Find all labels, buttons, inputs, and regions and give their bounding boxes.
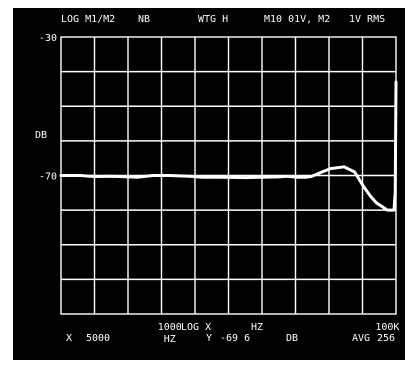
header-range: 1V RMS (349, 14, 385, 25)
plot-grid (60, 36, 397, 315)
y-tick-label: -30 (39, 33, 57, 44)
footer-readout: X 5000 Y -69 6 DB AVG 256 (66, 333, 395, 344)
y-tick-label: -70 (39, 172, 57, 183)
x-tick-unit: HZ (164, 334, 176, 345)
cursor-x-value: 5000 (86, 333, 110, 344)
x-axis-unit-label: HZ (251, 322, 263, 333)
cursor-y-label: Y (206, 333, 212, 344)
x-axis-scale-label: LOG X (181, 322, 211, 333)
cursor-y-value: -69 6 (220, 333, 250, 344)
header-log-mode: LOG M1/M2 (61, 14, 115, 25)
average-count: 256 (377, 333, 395, 344)
spectrum-chart: LOG M1/M2 NB WTG H M10 01V, M2 1V RMS -3… (35, 14, 400, 345)
y-axis-title: DB (35, 130, 47, 141)
cursor-x-label: X (66, 333, 72, 344)
y-axis-labels: -30 -70 DB (35, 33, 57, 183)
analyzer-screen: LOG M1/M2 NB WTG H M10 01V, M2 1V RMS -3… (13, 8, 405, 360)
average-label: AVG (352, 333, 370, 344)
cursor-y-unit: DB (286, 333, 298, 344)
header-weighting: WTG H (198, 14, 228, 25)
header-readout: LOG M1/M2 NB WTG H M10 01V, M2 1V RMS (61, 14, 385, 25)
x-tick-label: 100K (375, 322, 399, 333)
x-tick-label: 1000 (158, 322, 182, 333)
header-bandwidth: NB (138, 14, 150, 25)
header-input-setting: M10 01V, M2 (264, 14, 330, 25)
spectrum-trace (59, 80, 398, 212)
